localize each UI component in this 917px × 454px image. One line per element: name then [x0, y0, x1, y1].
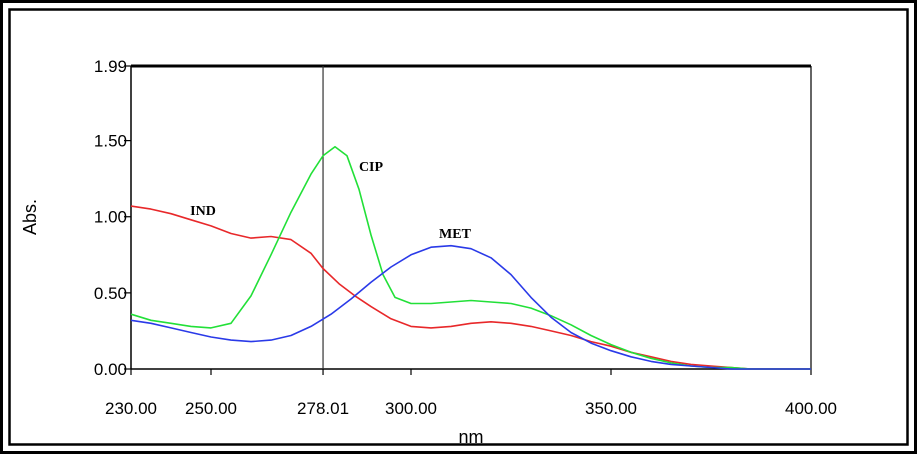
x-tick-label: 300.00 [385, 399, 437, 418]
x-tick-label: 350.00 [585, 399, 637, 418]
x-axis-title: nm [458, 427, 483, 447]
y-tick-label: 1.00 [94, 208, 127, 227]
y-tick-label: 1.99 [94, 57, 127, 76]
inner-border [8, 8, 909, 446]
series-line-ind [130, 205, 811, 370]
y-axis-title: Abs. [20, 199, 40, 235]
series-label-ind: IND [190, 204, 216, 219]
y-tick-label: 0.00 [94, 360, 127, 379]
labels-layer: IND CIP MET [190, 160, 471, 242]
y-tick-label: 0.50 [94, 284, 127, 303]
series-line-met [130, 244, 811, 370]
x-tick-label: 278.01 [297, 399, 349, 418]
x-tick-label: 250.00 [185, 399, 237, 418]
ticks-layer: 0.00 0.50 1.00 1.50 1.99 230.00 250.00 278.01 30… [94, 57, 837, 418]
x-tick-label: 230.00 [105, 399, 157, 418]
series-label-cip: CIP [359, 160, 384, 175]
series-label-met: MET [439, 227, 472, 242]
y-tick-label: 1.50 [94, 132, 127, 151]
series-layer [130, 66, 811, 370]
x-tick-label: 400.00 [785, 399, 837, 418]
